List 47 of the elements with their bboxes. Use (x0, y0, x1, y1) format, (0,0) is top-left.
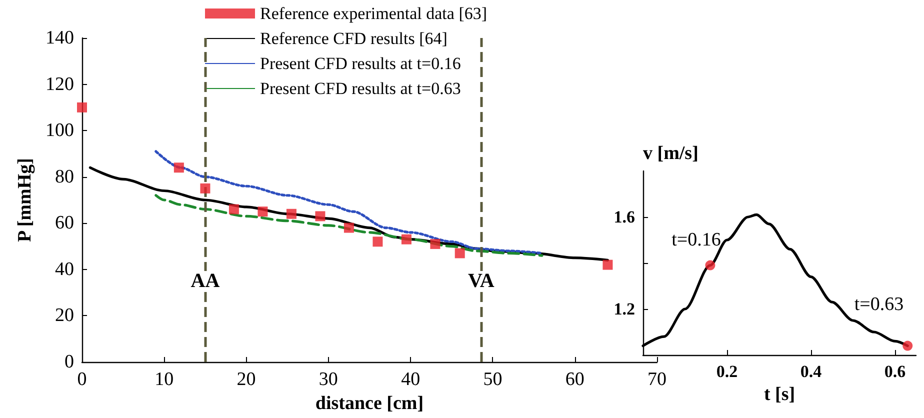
point (77, 102, 87, 112)
x-tick-label: 0.2 (716, 362, 738, 381)
point (602, 260, 613, 270)
point (401, 234, 412, 244)
y-tick-label: 1.6 (614, 208, 635, 226)
x-tick-label: 0 (77, 369, 87, 390)
y-tick-label: 120 (46, 74, 74, 95)
x-tick-label: 60 (565, 369, 584, 390)
point (258, 206, 268, 217)
point (200, 183, 210, 194)
legend-label: Reference CFD results [64] (260, 29, 448, 48)
x-tick-label: 40 (401, 369, 420, 390)
x-tick-label: 70 (648, 369, 666, 390)
point (430, 238, 440, 249)
y-tick-label: 140 (46, 28, 74, 48)
x-tick-label: 30 (318, 369, 338, 390)
ref-line-label: AA (190, 270, 220, 292)
legend-label: Reference experimental data [63] (260, 4, 488, 23)
x-axis-title: t [s] (764, 384, 796, 405)
annotation: t=0.16 (672, 229, 721, 250)
x-tick-label: 0.6 (884, 362, 906, 381)
point (286, 208, 296, 219)
line-series (154, 150, 544, 255)
point (174, 162, 184, 173)
x-tick-label: 0.4 (800, 362, 822, 381)
x-tick-label: 20 (236, 369, 256, 390)
x-tick-label: 10 (154, 369, 174, 390)
y-axis-title: v [m/s] (643, 143, 698, 164)
x-tick-label: 50 (483, 369, 502, 390)
annotation: t=0.63 (854, 294, 904, 315)
legend-label: Present CFD results at t=0.63 (260, 79, 461, 98)
x-axis-title: distance [cm] (315, 392, 424, 414)
y-tick-label: 60 (55, 212, 74, 234)
line-series (154, 194, 544, 257)
y-tick-label: 100 (46, 120, 74, 142)
point (372, 236, 383, 247)
y-tick-label: 80 (55, 166, 74, 188)
legend-label: Present CFD results at t=0.16 (260, 54, 461, 73)
point (344, 222, 354, 233)
point (454, 248, 465, 258)
y-axis-title: P [mmHg] (14, 158, 36, 242)
point (228, 204, 239, 214)
y-tick-label: 1.2 (614, 300, 635, 318)
ref-line-label: VA (468, 270, 495, 292)
point (315, 211, 326, 222)
y-tick-label: 40 (55, 258, 74, 280)
y-tick-label: 20 (55, 305, 74, 326)
